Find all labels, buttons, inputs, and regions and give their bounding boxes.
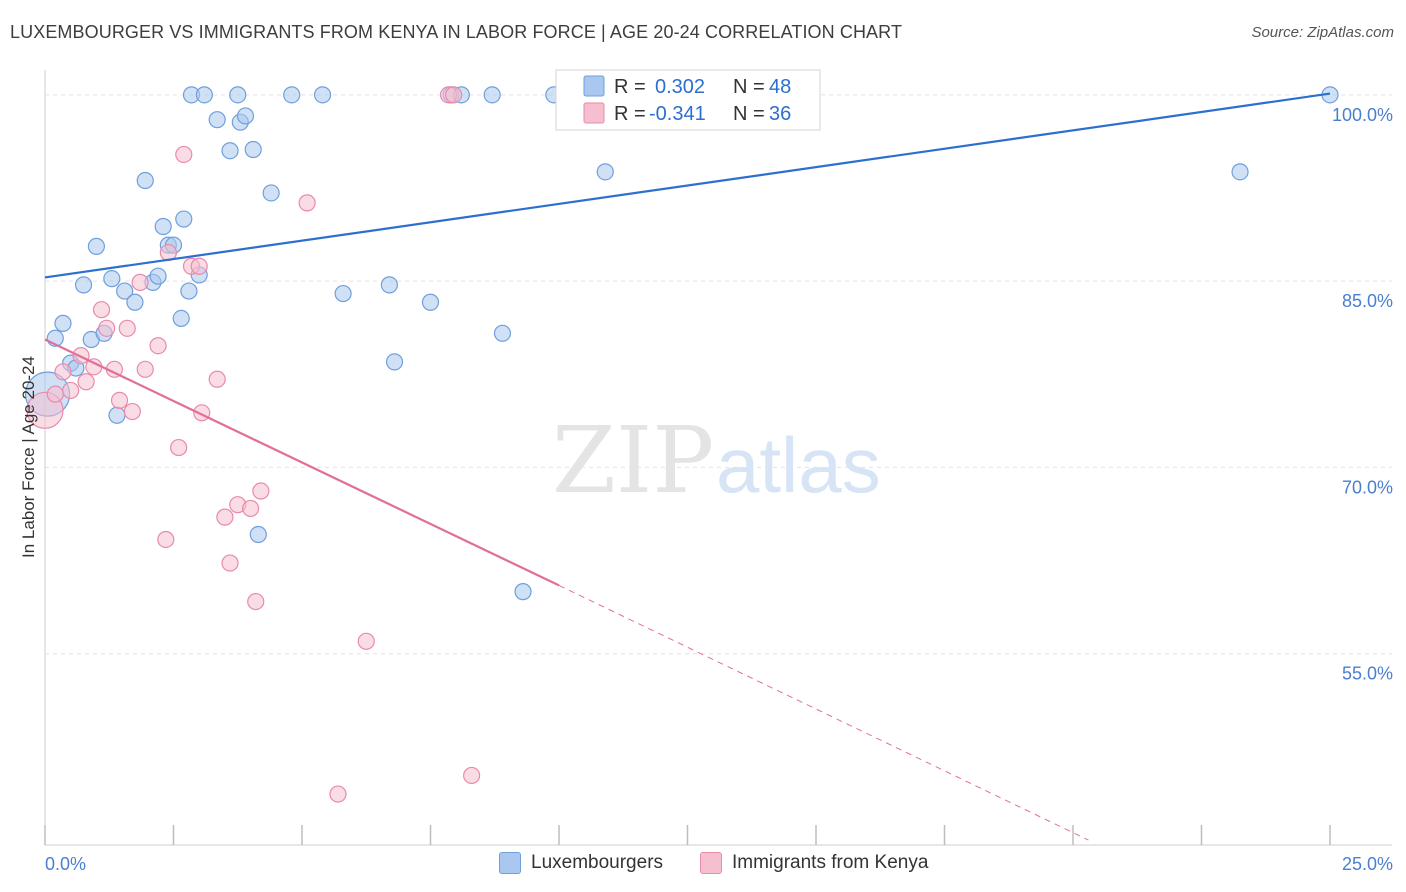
point-kenya [221, 554, 239, 572]
point-kenya [54, 363, 72, 381]
point-kenya [46, 385, 64, 403]
point-luxembourger [334, 284, 352, 303]
x-tick-label: 25.0% [1342, 854, 1393, 874]
point-luxembourger [180, 282, 198, 300]
point-luxembourger [116, 282, 134, 300]
point-luxembourger [283, 86, 301, 104]
legend-label-kenya: Immigrants from Kenya [732, 852, 929, 873]
points-layer [24, 86, 1339, 803]
point-kenya [92, 301, 111, 319]
legend-swatch-pink [583, 102, 605, 124]
point-kenya [357, 632, 375, 650]
point-luxembourger [175, 210, 193, 228]
point-luxembourger [87, 237, 106, 255]
watermark-zip: ZIP [552, 407, 714, 514]
trend-line-kenya [44, 338, 560, 587]
y-tick-label: 55.0% [1342, 664, 1393, 684]
point-luxembourger [1231, 163, 1249, 181]
point-kenya [298, 194, 316, 212]
x-tick-label: 0.0% [45, 854, 86, 874]
legend-label-luxembourgers: Luxembourgers [531, 852, 664, 873]
point-kenya [252, 482, 270, 500]
point-luxembourger [108, 406, 126, 424]
point-kenya [242, 499, 260, 518]
point-kenya [445, 86, 463, 104]
point-kenya [131, 273, 149, 291]
legend-n-value-2: 36 [769, 103, 791, 125]
legend-swatch-luxembourgers [499, 852, 521, 874]
point-kenya [208, 370, 226, 388]
point-kenya [329, 785, 347, 803]
point-luxembourger [154, 217, 172, 236]
point-luxembourger [244, 140, 262, 159]
y-tick-label: 100.0% [1332, 105, 1393, 125]
point-kenya [170, 438, 188, 457]
point-kenya [136, 360, 154, 378]
point-luxembourger [236, 107, 255, 125]
point-kenya [123, 402, 141, 421]
legend-item-luxembourgers: Luxembourgers [499, 852, 663, 874]
legend-r-value-1: 0.302 [655, 76, 705, 98]
legend-r-label-1: R = [614, 76, 646, 98]
y-tick-label: 70.0% [1342, 477, 1393, 497]
trend-layer [44, 92, 1331, 841]
point-kenya [175, 145, 193, 164]
point-luxembourger [74, 276, 93, 294]
point-luxembourger [385, 353, 404, 371]
grid-layer [45, 94, 1392, 655]
point-luxembourger [221, 142, 239, 160]
point-luxembourger [126, 293, 144, 311]
point-luxembourger [249, 525, 267, 544]
point-luxembourger [313, 86, 332, 104]
point-luxembourger [54, 314, 72, 332]
point-luxembourger [172, 309, 190, 327]
point-luxembourger [493, 324, 512, 342]
point-luxembourger [596, 163, 614, 181]
trend-line-luxembourger [44, 92, 1331, 279]
bottom-legend: Luxembourgers Immigrants from Kenya [0, 852, 1406, 878]
point-kenya [247, 592, 265, 611]
point-luxembourger [229, 86, 247, 104]
point-kenya [110, 391, 129, 409]
point-luxembourger [483, 86, 501, 104]
legend-swatch-kenya [700, 852, 722, 874]
point-luxembourger [149, 267, 167, 285]
point-kenya [77, 373, 95, 391]
point-kenya [149, 337, 167, 355]
point-kenya [463, 766, 481, 785]
point-kenya [190, 257, 208, 275]
legend-n-label-1: N = [733, 76, 765, 98]
point-luxembourger [514, 583, 532, 601]
y-tick-label: 85.0% [1342, 291, 1393, 311]
point-kenya [216, 508, 234, 526]
legend-box: R = 0.302 N = 48 R = -0.341 N = 36 [555, 69, 821, 131]
point-kenya [157, 530, 175, 549]
trend-line-kenya-extrapolated [558, 584, 1089, 841]
point-kenya [98, 319, 116, 337]
point-luxembourger [380, 276, 398, 294]
source-label: Source: ZipAtlas.com [1251, 24, 1394, 41]
point-luxembourger [136, 171, 154, 190]
legend-n-value-1: 48 [769, 76, 791, 98]
legend-r-label-2: R = [614, 103, 646, 125]
point-luxembourger [262, 184, 280, 202]
legend-r-value-2: -0.341 [649, 103, 706, 125]
point-luxembourger [421, 293, 440, 311]
chart-title: LUXEMBOURGER VS IMMIGRANTS FROM KENYA IN… [10, 22, 903, 42]
y-axis-label: In Labor Force | Age 20-24 [19, 356, 38, 558]
point-kenya [118, 319, 136, 337]
watermark-atlas: atlas [716, 421, 881, 509]
point-luxembourger [103, 270, 121, 288]
legend-swatch-blue [583, 75, 605, 97]
legend-n-label-2: N = [733, 103, 765, 125]
watermark: ZIP atlas [552, 407, 881, 514]
point-kenya [62, 381, 80, 400]
legend-item-kenya: Immigrants from Kenya [700, 852, 928, 874]
point-luxembourger [195, 86, 213, 104]
axis-layer: 100.0% 85.0% 70.0% 55.0% 0.0% 25.0% [44, 70, 1393, 874]
point-luxembourger [208, 111, 226, 129]
